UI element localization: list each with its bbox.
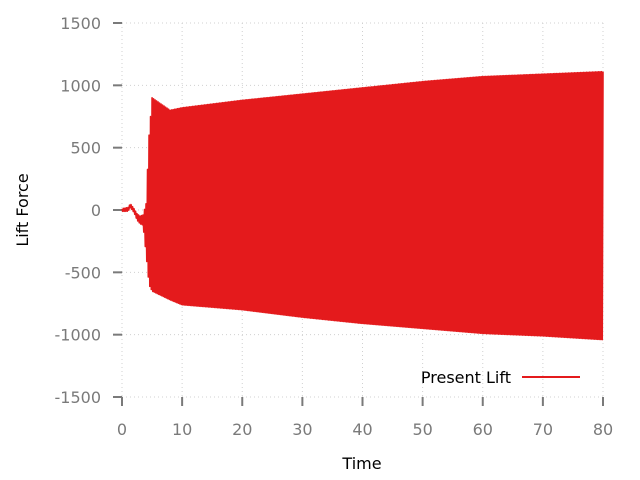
y-axis-label: Lift Force — [13, 173, 32, 246]
axes — [113, 22, 604, 406]
legend-label: Present Lift — [421, 368, 511, 387]
y-tick-label: -500 — [65, 263, 101, 282]
x-tick-label: 60 — [473, 420, 493, 439]
legend: Present Lift — [421, 368, 580, 387]
x-tick-label: 40 — [352, 420, 372, 439]
y-tick-label: 500 — [70, 139, 101, 158]
y-tick-label: -1000 — [55, 326, 102, 345]
x-tick-label: 50 — [412, 420, 432, 439]
y-tick-label: -1500 — [55, 388, 102, 407]
x-tick-label: 20 — [232, 420, 252, 439]
x-tick-label: 30 — [292, 420, 312, 439]
tick-labels: 1500 1000 500 0 -500 -1000 -1500 0 10 20 30 40 50 60 7… — [55, 14, 614, 439]
y-tick-label: 1500 — [60, 14, 101, 33]
y-tick-label: 0 — [91, 201, 101, 220]
x-axis-label: Time — [341, 454, 381, 473]
x-tick-label: 80 — [593, 420, 613, 439]
x-tick-label: 70 — [533, 420, 553, 439]
x-tick-label: 10 — [172, 420, 192, 439]
series-area — [121, 70, 604, 341]
x-tick-label: 0 — [117, 420, 127, 439]
y-tick-label: 1000 — [60, 76, 101, 95]
series-line-present-lift — [121, 70, 604, 341]
